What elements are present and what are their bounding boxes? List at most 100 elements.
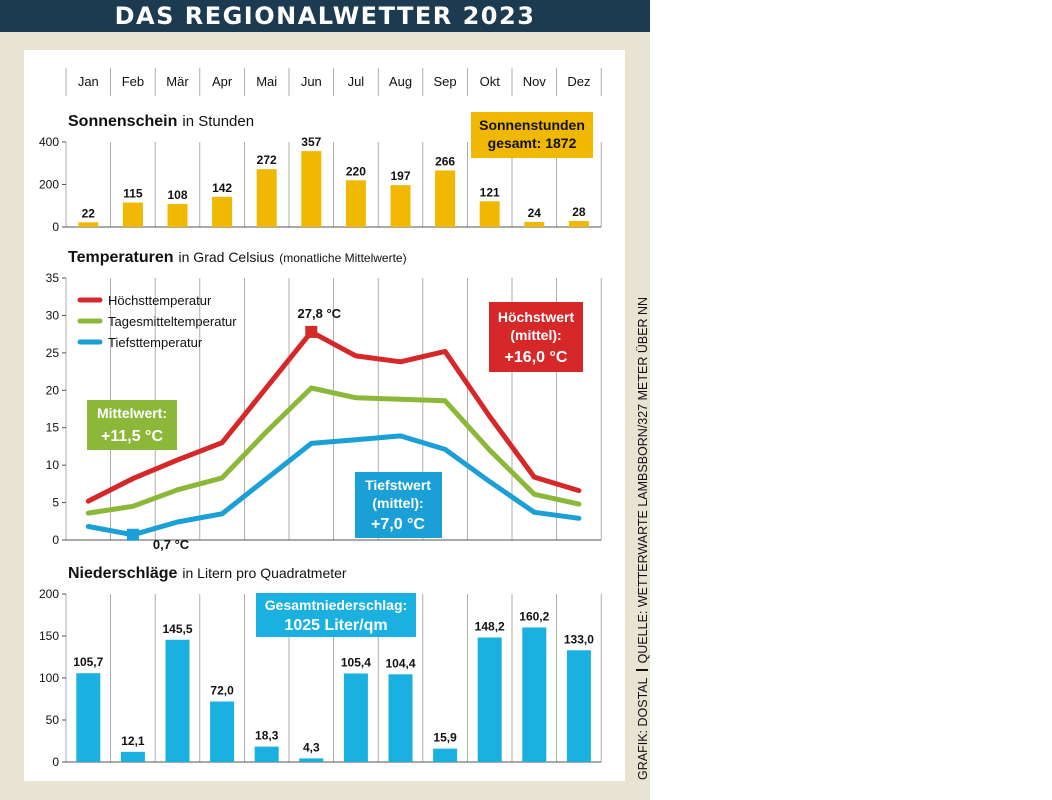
month-label: Sep — [434, 74, 457, 89]
precipitation-bar — [566, 650, 591, 762]
precipitation-total-line1: Gesamtniederschlag: — [265, 597, 407, 613]
credit-source: QUELLE: WETTERWARTE LAMBSBORN/327 METER … — [636, 296, 650, 664]
precipitation-subtitle: in Litern pro Quadratmeter — [182, 565, 347, 581]
low-mean-line2: (mittel): — [372, 495, 423, 511]
low-mean-box — [355, 472, 442, 538]
temperature-series-line — [85, 433, 582, 538]
precipitation-title: Niederschläge — [68, 565, 177, 582]
high-mean-line2: (mittel): — [510, 327, 561, 343]
precipitation-value-label: 72,0 — [210, 684, 234, 698]
credit-separator — [636, 669, 648, 672]
month-label: Okt — [480, 74, 501, 89]
y-tick-label: 50 — [46, 713, 60, 727]
sunshine-bar — [301, 151, 322, 227]
temperature-chart: Temperaturen in Grad Celsius (monatliche M… — [46, 249, 602, 552]
precipitation-bar — [388, 674, 413, 762]
y-tick-label: 200 — [39, 587, 59, 601]
sunshine-y-ticks: 0 200 400 — [39, 135, 66, 234]
y-tick-label: 5 — [52, 496, 59, 510]
precipitation-bar — [210, 701, 235, 762]
max-temperature-marker — [305, 325, 318, 338]
precipitation-chart: Niederschläge in Litern pro Quadratmeter … — [39, 565, 602, 769]
y-tick-label: 10 — [46, 458, 60, 472]
legend-label: Höchsttemperatur — [108, 293, 212, 308]
sunshine-value-label: 142 — [212, 181, 232, 195]
sunshine-value-label: 108 — [167, 188, 187, 202]
temperature-title: Temperaturen — [68, 249, 174, 266]
month-label: Aug — [389, 74, 412, 89]
precipitation-value-label: 12,1 — [121, 734, 145, 748]
y-tick-label: 100 — [39, 671, 59, 685]
sunshine-title: Sonnenschein — [68, 113, 177, 130]
credit-graphic: GRAFIK: DOSTAL — [636, 677, 650, 780]
y-tick-label: 25 — [46, 346, 60, 360]
sunshine-bar — [435, 170, 456, 227]
y-tick-label: 0 — [52, 220, 59, 234]
precipitation-value-label: 133,0 — [564, 632, 594, 646]
precipitation-value-label: 145,5 — [162, 622, 192, 636]
month-label: Mai — [256, 74, 277, 89]
sunshine-bar — [345, 180, 366, 227]
sunshine-bar — [78, 222, 99, 227]
sunshine-total-line1: Sonnenstunden — [479, 117, 585, 133]
low-mean-value: +7,0 °C — [371, 516, 425, 533]
min-temperature-label: 0,7 °C — [153, 537, 190, 552]
precipitation-value-label: 148,2 — [475, 620, 505, 634]
month-label: Jun — [301, 74, 322, 89]
precipitation-bars: 105,7 12,1 145,5 72,0 18,3 4,3 105,4 104,4 15,9 1… — [73, 609, 594, 762]
temperature-heading: Temperaturen in Grad Celsius (monatliche M… — [68, 249, 407, 266]
y-tick-label: 15 — [46, 421, 60, 435]
sunshine-bar — [524, 221, 545, 227]
sunshine-total-line2: gesamt: 1872 — [488, 135, 577, 151]
mean-value: +11,5 °C — [101, 428, 163, 445]
sunshine-bar — [167, 204, 188, 227]
month-label: Mär — [166, 74, 189, 89]
temperature-series-line — [85, 385, 582, 516]
precipitation-bar — [477, 637, 502, 762]
precipitation-heading: Niederschläge in Litern pro Quadratmeter — [68, 565, 347, 582]
month-label: Apr — [212, 74, 233, 89]
y-tick-label: 150 — [39, 629, 59, 643]
temperature-lines — [85, 325, 582, 541]
y-tick-label: 400 — [39, 135, 59, 149]
sunshine-bar — [212, 196, 233, 227]
sunshine-value-label: 357 — [301, 135, 321, 149]
sunshine-total-box — [471, 112, 593, 158]
source-credit: GRAFIK: DOSTAL QUELLE: WETTERWARTE LAMBSB… — [636, 297, 650, 780]
y-tick-label: 20 — [46, 383, 60, 397]
temperature-subtitle2: (monatliche Mittelwerte) — [279, 251, 406, 265]
high-mean-line1: Höchstwert — [498, 309, 575, 325]
sunshine-value-label: 266 — [435, 154, 455, 168]
legend-label: Tagesmitteltemperatur — [108, 314, 237, 329]
min-temperature-marker — [126, 528, 139, 541]
sunshine-chart: Sonnenschein in Stunden 0 200 400 22 115 108 1… — [39, 112, 602, 234]
temperature-subtitle: in Grad Celsius — [179, 249, 275, 265]
sunshine-bars: 22 115 108 142 272 357 220 197 266 121 24 28 — [78, 135, 589, 227]
max-temperature-label: 27,8 °C — [298, 306, 342, 321]
page-title: DAS REGIONALWETTER 2023 — [0, 0, 650, 32]
precipitation-y-ticks: 0 50 100 150 200 — [39, 587, 66, 769]
sunshine-grid — [65, 142, 602, 228]
sunshine-value-label: 272 — [257, 153, 277, 167]
legend-label: Tiefsttemperatur — [108, 335, 203, 350]
sunshine-bar — [568, 221, 589, 227]
sunshine-bar — [390, 185, 411, 227]
sunshine-value-label: 28 — [572, 205, 586, 219]
temperature-series-line — [85, 329, 582, 504]
precipitation-value-label: 18,3 — [255, 729, 279, 743]
precipitation-bar — [254, 746, 279, 762]
mean-box — [87, 400, 177, 450]
y-tick-label: 200 — [39, 178, 59, 192]
month-label: Jul — [348, 74, 365, 89]
temperature-legend: Höchsttemperatur Tagesmitteltemperatur Tie… — [77, 293, 237, 350]
precipitation-value-label: 105,4 — [341, 655, 371, 669]
precipitation-value-label: 15,9 — [433, 731, 457, 745]
month-label: Nov — [523, 74, 547, 89]
sunshine-bar — [256, 169, 277, 227]
sunshine-bar — [479, 201, 500, 227]
sunshine-value-label: 115 — [123, 187, 143, 201]
precipitation-bar — [120, 751, 145, 762]
precipitation-bar — [299, 758, 324, 762]
precipitation-bar — [433, 748, 458, 762]
mean-line1: Mittelwert: — [97, 405, 167, 421]
